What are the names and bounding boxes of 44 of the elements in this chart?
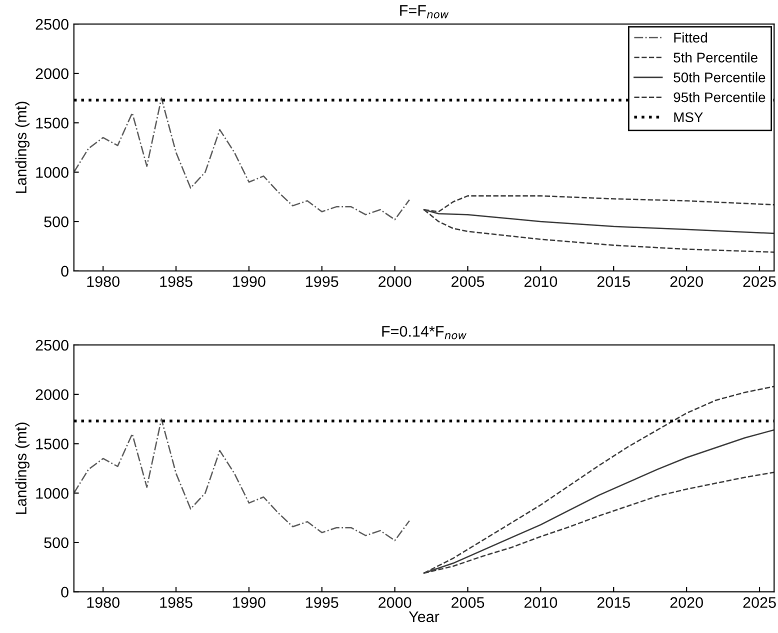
- x-tick-label: 2015: [597, 276, 630, 288]
- legend-label: 50th Percentile: [674, 72, 766, 82]
- y-tick-label: 2500: [36, 18, 68, 30]
- y-axis-title: Landings (mt): [15, 102, 30, 193]
- legend-label: 95th Percentile: [674, 92, 766, 102]
- chart-title: F=F$_{now}$: [400, 5, 449, 18]
- y-tick-label: 0: [61, 586, 68, 598]
- legend-label: Fitted: [674, 32, 707, 43]
- y-axis-title: Landings (mt): [15, 422, 30, 514]
- x-tick-label: 1990: [233, 276, 266, 288]
- y-tick-label: 0: [61, 266, 68, 277]
- line-series: [74, 418, 410, 542]
- x-tick-label: 2025: [743, 597, 776, 608]
- x-tick-label: 2025: [743, 276, 776, 288]
- x-tick-label: 2005: [452, 597, 484, 608]
- x-tick-label: 1980: [87, 276, 120, 288]
- x-tick-label: 1995: [306, 597, 338, 608]
- legend-label: MSY: [674, 112, 703, 122]
- y-tick-label: 2000: [36, 389, 68, 400]
- x-tick-label: 1985: [160, 276, 192, 288]
- y-tick-label: 1000: [36, 167, 68, 178]
- y-tick-label: 2500: [36, 340, 68, 351]
- y-tick-label: 2000: [36, 68, 68, 80]
- x-tick-label: 2005: [452, 276, 484, 288]
- y-tick-label: 1500: [36, 438, 68, 450]
- y-tick-label: 500: [44, 216, 68, 228]
- legend-label: 5th Percentile: [674, 52, 758, 62]
- x-tick-label: 2010: [524, 276, 558, 288]
- line-series: [74, 97, 410, 220]
- x-tick-label: 1980: [87, 597, 120, 608]
- x-tick-label: 2000: [378, 597, 412, 608]
- x-tick-label: 1995: [306, 276, 338, 288]
- y-tick-label: 1500: [36, 118, 68, 128]
- x-tick-label: 1990: [233, 597, 266, 608]
- x-tick-label: 2000: [378, 276, 412, 288]
- chart-title: F=0.14*F$_{now}$: [382, 326, 466, 340]
- x-tick-label: 2020: [670, 597, 703, 608]
- y-tick-label: 1000: [36, 488, 68, 499]
- x-tick-label: 2010: [524, 597, 558, 608]
- x-tick-label: 2020: [670, 276, 703, 288]
- y-tick-label: 500: [44, 537, 68, 548]
- x-tick-label: 2015: [597, 597, 630, 608]
- x-axis-title: Year: [408, 612, 440, 622]
- x-tick-label: 1985: [160, 597, 192, 608]
